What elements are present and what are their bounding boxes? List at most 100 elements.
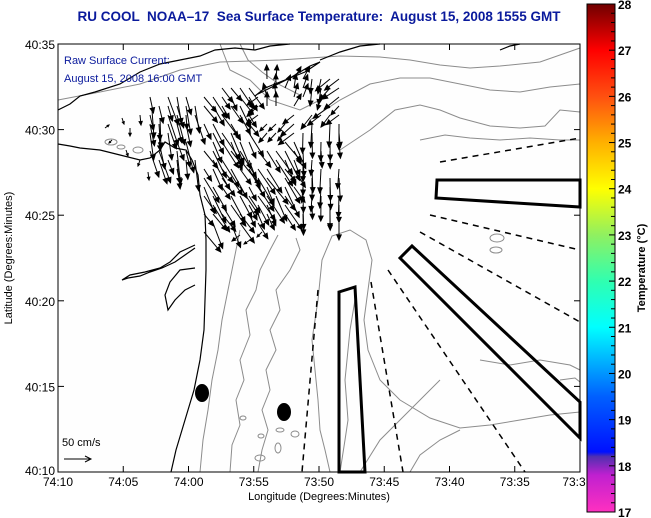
current-vector bbox=[239, 213, 256, 234]
current-label-line2: August 15, 2008 16:00 GMT bbox=[64, 73, 203, 85]
x-tick-label: 73:55 bbox=[239, 475, 269, 489]
current-vector bbox=[176, 105, 185, 129]
coastline bbox=[57, 43, 521, 473]
scale-arrow bbox=[64, 455, 93, 463]
current-vector bbox=[230, 141, 243, 172]
current-vector bbox=[185, 150, 192, 169]
current-vector bbox=[330, 105, 340, 116]
current-vector bbox=[121, 117, 125, 126]
contour-loop bbox=[239, 415, 247, 421]
coastline-nj bbox=[57, 141, 207, 473]
current-vector bbox=[212, 204, 231, 233]
current-vector bbox=[248, 195, 261, 214]
contour-loop bbox=[132, 146, 144, 154]
current-vector bbox=[248, 114, 257, 129]
current-vector bbox=[279, 123, 295, 138]
current-vector bbox=[239, 168, 252, 186]
station-marker-2 bbox=[277, 403, 291, 421]
coastline-inlet bbox=[121, 244, 196, 281]
colorbar-ticks: 17 18 19 20 21 22 23 24 25 26 27 28 bbox=[609, 0, 632, 518]
current-vector bbox=[221, 105, 231, 120]
current-vector bbox=[306, 114, 322, 127]
current-vector bbox=[221, 96, 231, 110]
transect-dashed bbox=[439, 137, 581, 163]
current-vector bbox=[185, 141, 196, 174]
transect-lines bbox=[301, 137, 581, 473]
y-tick-label: 40:10 bbox=[25, 464, 55, 478]
current-vector bbox=[212, 222, 224, 250]
colorbar-tick-label: 27 bbox=[618, 44, 632, 58]
colorbar-tick-label: 20 bbox=[618, 367, 632, 381]
colorbar-title: Temperature (°C) bbox=[636, 223, 648, 312]
current-vector bbox=[203, 177, 220, 204]
current-vector bbox=[242, 239, 251, 245]
current-vector bbox=[257, 222, 269, 240]
current-vector bbox=[336, 141, 343, 160]
x-tick-label: 74:05 bbox=[108, 475, 138, 489]
current-vector bbox=[203, 195, 217, 215]
current-vector bbox=[246, 105, 259, 118]
current-vector bbox=[230, 123, 242, 142]
colorbar-tick-label: 28 bbox=[618, 0, 632, 12]
current-vector bbox=[248, 204, 258, 221]
current-vector bbox=[327, 150, 334, 170]
scale-label: 50 cm/s bbox=[62, 437, 101, 449]
contour-loop bbox=[116, 144, 126, 150]
current-vector bbox=[158, 159, 169, 185]
current-vector bbox=[284, 195, 297, 212]
x-axis: 74:10 74:05 74:00 73:55 73:50 73:45 73:40 73:35… bbox=[43, 44, 586, 489]
colorbar-tick-label: 22 bbox=[618, 275, 632, 289]
colorbar-tick-label: 26 bbox=[618, 90, 632, 104]
plot-area bbox=[58, 44, 580, 472]
current-vector bbox=[212, 213, 228, 232]
current-vector bbox=[167, 159, 175, 176]
current-vector bbox=[266, 168, 283, 194]
contour-line bbox=[479, 359, 581, 371]
current-vector bbox=[185, 96, 193, 116]
current-vector bbox=[194, 159, 201, 192]
current-vector bbox=[309, 204, 316, 221]
contour-line bbox=[239, 43, 301, 96]
colorbar-tick-label: 17 bbox=[618, 506, 632, 518]
coastline-ny bbox=[57, 43, 291, 111]
coastline-li bbox=[254, 61, 321, 97]
coastline-inlet bbox=[164, 267, 196, 312]
station-marker-1 bbox=[195, 384, 209, 402]
current-vector bbox=[263, 63, 270, 80]
current-vector bbox=[175, 168, 182, 185]
current-vector bbox=[146, 171, 151, 182]
contour-loop bbox=[489, 246, 503, 254]
contour-line bbox=[419, 134, 580, 141]
bathymetry-contours bbox=[57, 43, 581, 473]
current-vector bbox=[314, 78, 331, 92]
current-vector bbox=[284, 204, 303, 231]
current-vector bbox=[273, 90, 279, 107]
contour-line bbox=[229, 234, 279, 473]
current-vector bbox=[258, 123, 268, 132]
current-vector bbox=[325, 114, 340, 126]
current-vector bbox=[293, 150, 302, 166]
contour-line bbox=[339, 299, 356, 473]
current-vector bbox=[149, 150, 160, 179]
contour-loop bbox=[290, 430, 300, 438]
current-vector bbox=[327, 213, 334, 232]
current-vector bbox=[284, 186, 300, 219]
current-vector bbox=[212, 195, 227, 224]
current-vector bbox=[292, 72, 299, 89]
y-tick-label: 40:25 bbox=[25, 209, 55, 223]
current-vector bbox=[203, 231, 222, 253]
colorbar-tick-label: 21 bbox=[618, 321, 632, 335]
current-vector bbox=[302, 82, 309, 98]
current-vector bbox=[266, 186, 275, 206]
current-vector bbox=[266, 195, 286, 224]
current-vector bbox=[150, 109, 157, 140]
current-vector bbox=[302, 73, 309, 89]
current-vector bbox=[212, 132, 225, 155]
current-vector bbox=[246, 96, 259, 106]
current-vector bbox=[284, 177, 301, 205]
current-vector bbox=[127, 128, 133, 138]
current-vector bbox=[266, 177, 289, 205]
current-vector bbox=[266, 150, 281, 174]
current-vector bbox=[266, 213, 275, 231]
contour-line bbox=[257, 237, 301, 473]
